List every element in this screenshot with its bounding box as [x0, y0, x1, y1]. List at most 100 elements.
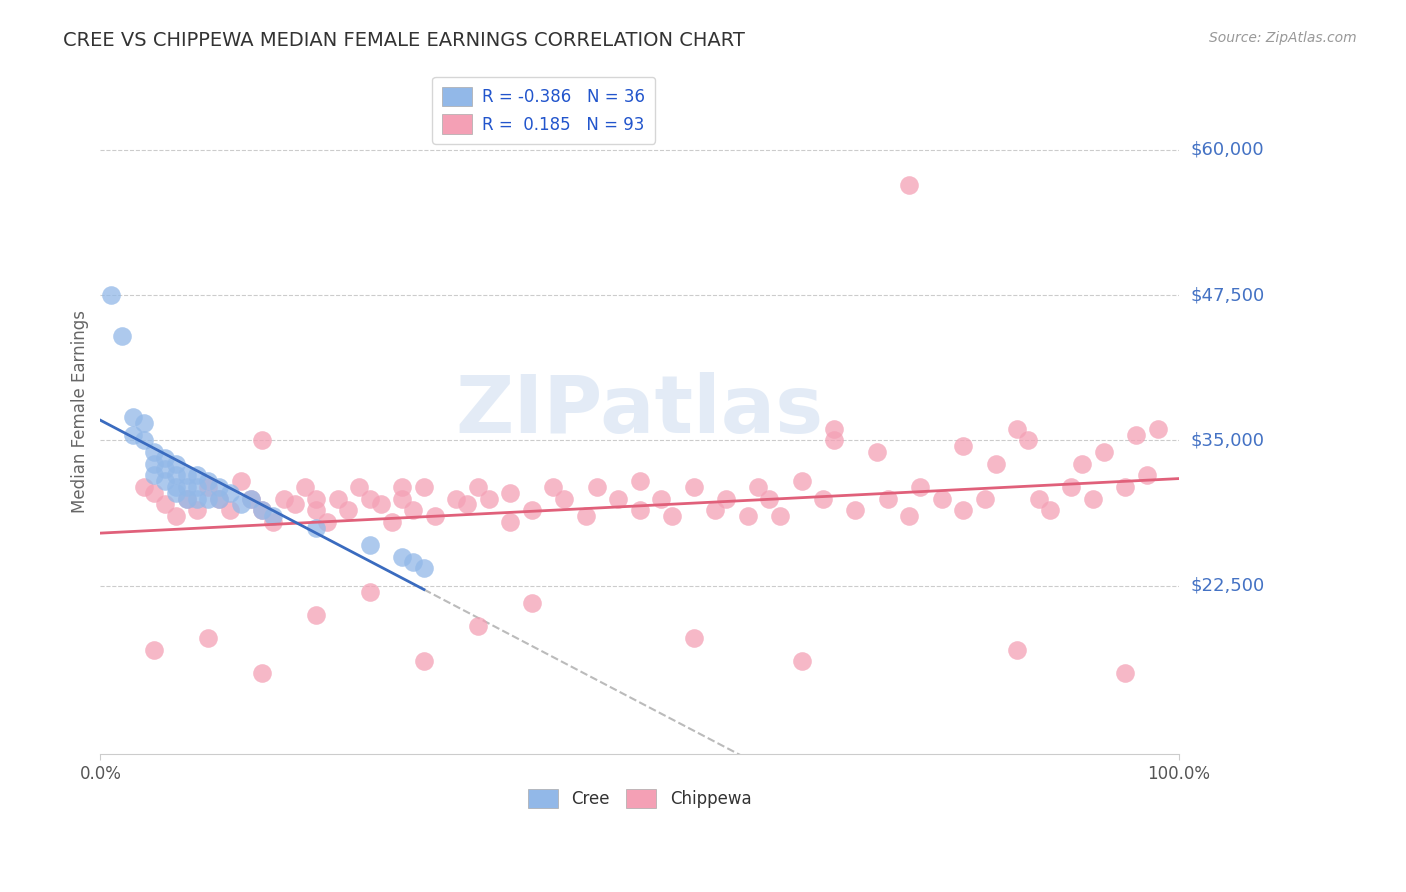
Point: [359, 538, 381, 552]
Point: [262, 508, 284, 523]
Point: [153, 462, 176, 476]
Point: [737, 508, 759, 523]
Point: [758, 491, 780, 506]
Point: [165, 508, 187, 523]
Text: $47,500: $47,500: [1191, 286, 1264, 304]
Y-axis label: Median Female Earnings: Median Female Earnings: [72, 310, 89, 513]
Point: [121, 410, 143, 425]
Point: [305, 503, 328, 517]
Point: [197, 631, 219, 645]
Point: [499, 485, 522, 500]
Point: [769, 508, 792, 523]
Point: [413, 654, 436, 668]
Point: [1071, 457, 1094, 471]
Point: [747, 480, 769, 494]
Point: [197, 491, 219, 506]
Point: [1081, 491, 1104, 506]
Point: [176, 491, 198, 506]
Point: [876, 491, 898, 506]
Point: [790, 474, 813, 488]
Point: [391, 480, 413, 494]
Point: [315, 515, 337, 529]
Point: [143, 485, 166, 500]
Point: [661, 508, 683, 523]
Point: [1125, 427, 1147, 442]
Point: [952, 439, 974, 453]
Point: [273, 491, 295, 506]
Point: [305, 520, 328, 534]
Point: [585, 480, 607, 494]
Point: [467, 619, 489, 633]
Text: $60,000: $60,000: [1191, 141, 1264, 159]
Point: [359, 584, 381, 599]
Point: [898, 508, 921, 523]
Point: [650, 491, 672, 506]
Point: [423, 508, 446, 523]
Point: [218, 485, 240, 500]
Point: [413, 561, 436, 575]
Point: [197, 480, 219, 494]
Point: [520, 596, 543, 610]
Point: [1028, 491, 1050, 506]
Point: [607, 491, 630, 506]
Point: [1060, 480, 1083, 494]
Point: [165, 457, 187, 471]
Point: [208, 480, 231, 494]
Point: [714, 491, 737, 506]
Point: [682, 631, 704, 645]
Point: [478, 491, 501, 506]
Point: [229, 497, 252, 511]
Point: [543, 480, 565, 494]
Point: [262, 515, 284, 529]
Point: [1092, 445, 1115, 459]
Point: [1007, 642, 1029, 657]
Point: [1039, 503, 1062, 517]
Point: [153, 450, 176, 465]
Point: [186, 468, 208, 483]
Point: [628, 474, 651, 488]
Text: $22,500: $22,500: [1191, 577, 1264, 595]
Point: [402, 556, 425, 570]
Point: [553, 491, 575, 506]
Point: [143, 457, 166, 471]
Point: [974, 491, 997, 506]
Point: [467, 480, 489, 494]
Point: [165, 485, 187, 500]
Point: [1146, 422, 1168, 436]
Point: [337, 503, 360, 517]
Point: [952, 503, 974, 517]
Point: [165, 468, 187, 483]
Point: [359, 491, 381, 506]
Point: [240, 491, 263, 506]
Point: [305, 491, 328, 506]
Point: [176, 491, 198, 506]
Text: CREE VS CHIPPEWA MEDIAN FEMALE EARNINGS CORRELATION CHART: CREE VS CHIPPEWA MEDIAN FEMALE EARNINGS …: [63, 31, 745, 50]
Point: [682, 480, 704, 494]
Point: [1114, 480, 1136, 494]
Point: [305, 607, 328, 622]
Point: [520, 503, 543, 517]
Point: [326, 491, 349, 506]
Point: [456, 497, 478, 511]
Point: [283, 497, 305, 511]
Point: [628, 503, 651, 517]
Point: [391, 549, 413, 564]
Point: [931, 491, 953, 506]
Point: [984, 457, 1007, 471]
Point: [704, 503, 727, 517]
Point: [132, 434, 155, 448]
Point: [446, 491, 468, 506]
Point: [866, 445, 889, 459]
Point: [197, 474, 219, 488]
Text: $35,000: $35,000: [1191, 432, 1264, 450]
Point: [132, 416, 155, 430]
Point: [132, 480, 155, 494]
Point: [823, 422, 845, 436]
Point: [143, 468, 166, 483]
Point: [229, 474, 252, 488]
Point: [176, 468, 198, 483]
Legend: Cree, Chippewa: Cree, Chippewa: [522, 782, 758, 814]
Point: [381, 515, 404, 529]
Text: Source: ZipAtlas.com: Source: ZipAtlas.com: [1209, 31, 1357, 45]
Point: [186, 491, 208, 506]
